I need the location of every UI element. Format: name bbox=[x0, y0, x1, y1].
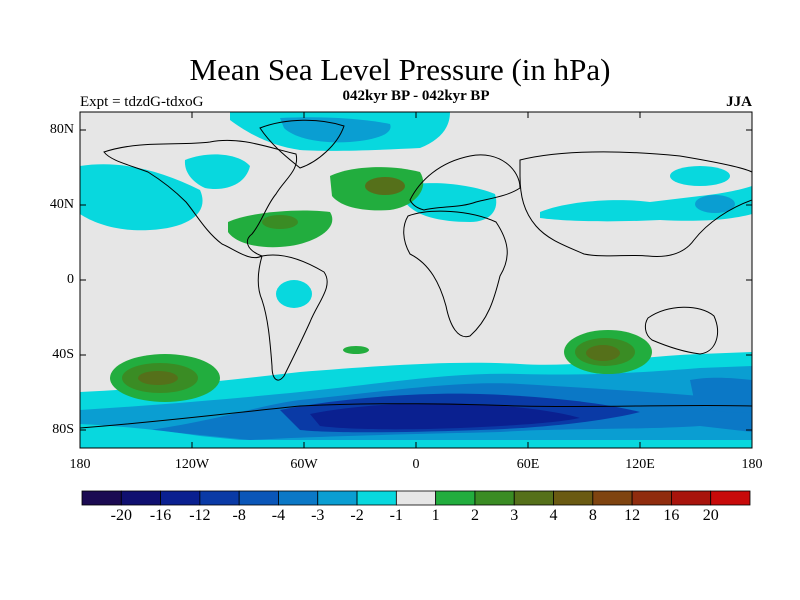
lat-label-80s: 80S bbox=[52, 422, 74, 437]
contour-pacific-blue bbox=[695, 195, 735, 213]
coast-africa bbox=[403, 210, 508, 338]
contour-europe-cyan bbox=[405, 183, 497, 222]
lon-label-120e: 120E bbox=[625, 457, 655, 472]
colorbar-swatch-6 bbox=[317, 490, 358, 506]
colorbar-swatch-7 bbox=[356, 490, 397, 506]
lon-label-60e: 60E bbox=[516, 457, 540, 472]
colorbar-label-7: -1 bbox=[389, 507, 403, 524]
colorbar-swatch-2 bbox=[160, 490, 201, 506]
colorbar-swatch-11 bbox=[513, 490, 554, 506]
colorbar-swatch-8 bbox=[395, 490, 437, 506]
colorbar-label-8: 1 bbox=[431, 507, 440, 524]
colorbar bbox=[81, 490, 751, 506]
contour-asia-cyan bbox=[540, 186, 752, 222]
colorbar-label-13: 12 bbox=[624, 507, 641, 524]
lon-label-180w: 180 bbox=[69, 457, 91, 472]
colorbar-label-15: 20 bbox=[702, 507, 719, 524]
contour-arctic-blue bbox=[280, 117, 391, 143]
colorbar-swatch-15 bbox=[671, 490, 712, 506]
coast-greenland bbox=[259, 119, 345, 169]
colorbar-swatch-10 bbox=[474, 490, 515, 506]
colorbar-label-9: 2 bbox=[470, 507, 479, 524]
contour-south-atlantic-patch bbox=[343, 346, 369, 354]
contour-canada-cyan bbox=[184, 154, 250, 190]
contour-tasman-blue bbox=[690, 377, 752, 413]
colorbar-label-10: 3 bbox=[510, 507, 519, 524]
colorbar-label-14: 16 bbox=[663, 507, 680, 524]
contour-indian-high-4 bbox=[586, 345, 620, 361]
lat-label-80n: 80N bbox=[49, 122, 74, 137]
colorbar-label-5: -3 bbox=[311, 507, 325, 524]
contour-nepac-cyan bbox=[670, 166, 730, 186]
coast-asia bbox=[519, 151, 752, 257]
colorbar-label-1: -16 bbox=[149, 507, 172, 524]
colorbar-swatch-5 bbox=[278, 490, 319, 506]
coast-north-america bbox=[103, 139, 298, 258]
experiment-label: Expt = tdzdG-tdxoG bbox=[80, 94, 204, 110]
contour-amazon-cyan bbox=[276, 280, 312, 308]
colorbar-label-3: -8 bbox=[232, 507, 246, 524]
colorbar-swatch-14 bbox=[631, 490, 672, 506]
coast-australia bbox=[644, 306, 718, 355]
colorbar-label-11: 4 bbox=[549, 507, 558, 524]
lon-label-180e: 180 bbox=[741, 457, 763, 472]
coast-europe bbox=[409, 154, 521, 211]
season-label: JJA bbox=[726, 94, 752, 110]
contour-southern-navy bbox=[310, 403, 580, 430]
lon-label-60w: 60W bbox=[290, 457, 318, 472]
map-frame bbox=[79, 111, 753, 449]
colorbar-swatch-9 bbox=[435, 490, 476, 506]
coast-antarctica bbox=[80, 403, 752, 429]
colorbar-label-12: 8 bbox=[588, 507, 597, 524]
colorbar-swatch-16 bbox=[710, 490, 751, 506]
contour-north-pacific-cyan bbox=[80, 164, 203, 231]
coast-south-america bbox=[257, 254, 328, 381]
colorbar-swatch-0 bbox=[81, 490, 122, 506]
contour-pacific-high-4 bbox=[138, 371, 178, 385]
lon-tick-marks bbox=[191, 112, 641, 448]
map-subtitle: 042kyr BP - 042kyr BP bbox=[342, 88, 490, 104]
colorbar-swatch-13 bbox=[592, 490, 633, 506]
lon-label-0: 0 bbox=[412, 457, 420, 472]
lat-tick-marks bbox=[80, 129, 752, 431]
colorbar-label-0: -20 bbox=[110, 507, 132, 524]
colorbar-label-6: -2 bbox=[350, 507, 364, 524]
colorbar-swatch-12 bbox=[553, 490, 594, 506]
lat-label-40n: 40N bbox=[49, 197, 74, 212]
map-panel bbox=[80, 112, 752, 448]
colorbar-swatch-1 bbox=[120, 490, 161, 506]
map-title: Mean Sea Level Pressure (in hPa) bbox=[189, 52, 611, 87]
colorbar-swatch-4 bbox=[238, 490, 279, 506]
colorbar-swatch-3 bbox=[199, 490, 240, 506]
coastlines bbox=[80, 119, 752, 429]
contour-north-atlantic-high-3 bbox=[365, 177, 405, 195]
contour-gulf-high-3 bbox=[262, 215, 298, 229]
lat-label-0: 0 bbox=[67, 272, 74, 287]
contour-antarctic-cyan bbox=[80, 424, 300, 448]
lat-label-40s: 40S bbox=[52, 347, 74, 362]
colorbar-label-2: -12 bbox=[189, 507, 211, 524]
colorbar-label-4: -4 bbox=[271, 507, 286, 524]
lon-label-120w: 120W bbox=[174, 457, 210, 472]
